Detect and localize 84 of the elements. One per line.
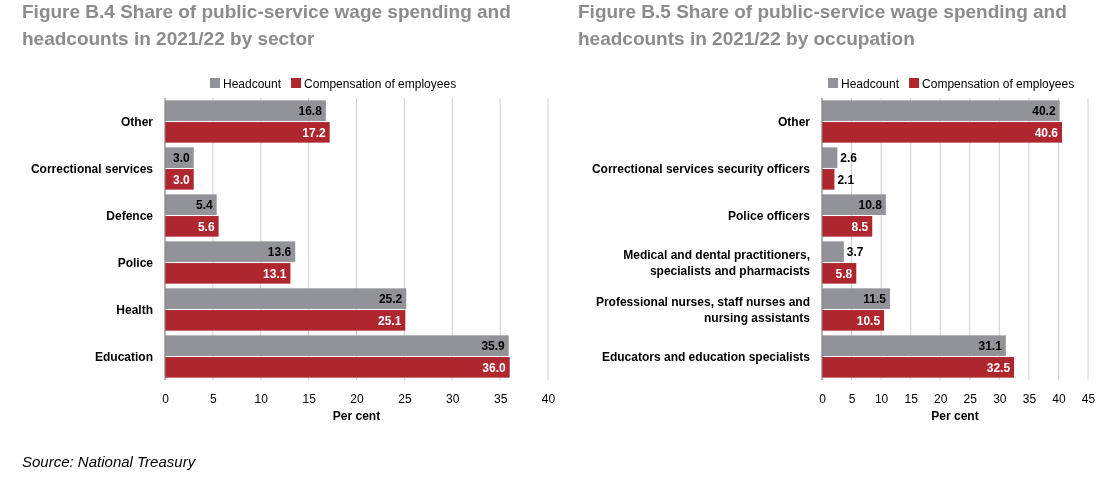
bar: [165, 335, 509, 356]
x-tick-label: 30: [446, 391, 460, 406]
data-label: 5.6: [197, 219, 215, 234]
bar: [822, 241, 844, 262]
x-tick-label: 25: [398, 391, 412, 406]
bar: [165, 194, 217, 215]
x-tick-label: 40: [1052, 391, 1066, 406]
bar: [822, 216, 873, 237]
y-tick-label: Correctional services security officers: [591, 161, 811, 176]
bar: [822, 335, 1006, 356]
bar: [165, 241, 296, 262]
x-tick-label: 10: [874, 391, 889, 406]
data-label: 16.8: [298, 104, 323, 119]
y-tick-label: Health: [116, 302, 153, 317]
legend-label: Compensation of employees: [922, 77, 1075, 91]
data-label: 11.5: [863, 292, 887, 307]
y-tick-label: Police: [117, 255, 154, 270]
data-label: 31.1: [978, 339, 1003, 354]
data-label: 10.5: [856, 313, 881, 328]
x-tick-label: 15: [302, 391, 317, 406]
y-tick-label: Medical and dental practitioners, specialists and pharmacists: [623, 247, 811, 278]
chart-title: Figure B.4 Share of public-service wage spending and headcounts in 2021/22 by sector: [22, 1, 511, 49]
x-tick-label: 40: [541, 391, 556, 406]
x-tick-label: 20: [350, 391, 364, 406]
data-label: 3.7: [846, 245, 864, 260]
y-tick-label: Education: [94, 349, 153, 364]
data-label: 35.9: [481, 339, 506, 354]
bar: [165, 122, 330, 143]
data-label: 5.4: [196, 198, 214, 213]
bar: [822, 357, 1015, 378]
data-label: 5.8: [835, 266, 853, 281]
data-label: 8.5: [851, 219, 869, 234]
y-tick-label: Correctional services: [30, 161, 154, 176]
bar: [165, 263, 291, 284]
data-label: 25.2: [378, 292, 403, 307]
y-tick-label: Defence: [106, 208, 154, 223]
x-axis-title: Per cent: [931, 409, 979, 423]
legend-label: Compensation of employees: [304, 77, 457, 91]
data-label: 32.5: [986, 360, 1011, 375]
x-tick-label: 5: [848, 391, 856, 406]
legend-label: Headcount: [223, 77, 282, 91]
source-note: Source: National Treasury: [22, 453, 197, 470]
bar: [165, 100, 326, 121]
bar: [822, 169, 835, 190]
data-label: 36.0: [482, 360, 507, 375]
x-tick-label: 35: [493, 391, 508, 406]
data-label: 10.8: [858, 198, 883, 213]
bar: [165, 288, 407, 309]
chart-title: Figure B.5 Share of public-service wage spending and headcounts in 2021/22 by occupation: [578, 1, 1067, 49]
y-tick-label: Other: [120, 114, 154, 129]
y-tick-label: Other: [777, 114, 811, 129]
legend-label: Headcount: [841, 77, 900, 91]
data-label: 13.1: [263, 266, 287, 281]
data-label: 25.1: [377, 313, 402, 328]
bar: [165, 216, 219, 237]
data-label: 2.6: [840, 151, 858, 166]
bar: [822, 122, 1062, 143]
data-label: 40.2: [1032, 104, 1056, 119]
data-label: 40.6: [1034, 125, 1059, 140]
x-tick-label: 0: [819, 391, 827, 406]
y-tick-label: Educators and education specialists: [601, 349, 811, 364]
x-tick-label: 0: [162, 391, 170, 406]
x-tick-label: 15: [904, 391, 919, 406]
data-label: 3.0: [173, 151, 191, 166]
data-label: 13.6: [267, 245, 292, 260]
x-axis-title: Per cent: [332, 409, 381, 423]
y-tick-label: Police officers: [727, 208, 811, 223]
x-tick-label: 30: [993, 391, 1007, 406]
bar: [822, 194, 886, 215]
x-tick-label: 25: [963, 391, 978, 406]
x-tick-label: 10: [254, 391, 269, 406]
x-tick-label: 5: [210, 391, 218, 406]
bar: [822, 147, 838, 168]
data-label: 17.2: [302, 125, 327, 140]
x-tick-label: 45: [1081, 391, 1096, 406]
bar: [165, 310, 406, 331]
bar: [822, 100, 1060, 121]
data-label: 2.1: [837, 172, 855, 187]
x-tick-label: 20: [934, 391, 948, 406]
data-label: 3.0: [173, 172, 191, 187]
bar: [165, 357, 510, 378]
y-tick-label: Professional nurses, staff nurses and nursing assistants: [595, 294, 811, 325]
bar: [822, 288, 890, 309]
x-tick-label: 35: [1022, 391, 1037, 406]
